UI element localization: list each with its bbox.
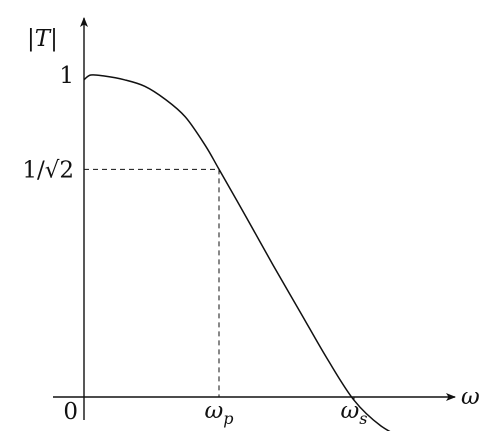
x-tick-label: 0 [63, 399, 78, 425]
y-axis-label: |T| [27, 26, 58, 52]
x-tick-label: ωp [204, 398, 233, 428]
series-line [83, 74, 391, 431]
x-tick-label: ωs [341, 398, 368, 428]
y-tick-label: 1/√2 [22, 157, 74, 183]
x-axis-label: ω [461, 384, 480, 410]
guide-lines [84, 168, 355, 401]
y-tick-labels: 1 1/√2 [22, 63, 74, 183]
y-tick-label: 1 [59, 63, 74, 89]
x-tick-labels: 0 ωp ωs [63, 398, 367, 428]
